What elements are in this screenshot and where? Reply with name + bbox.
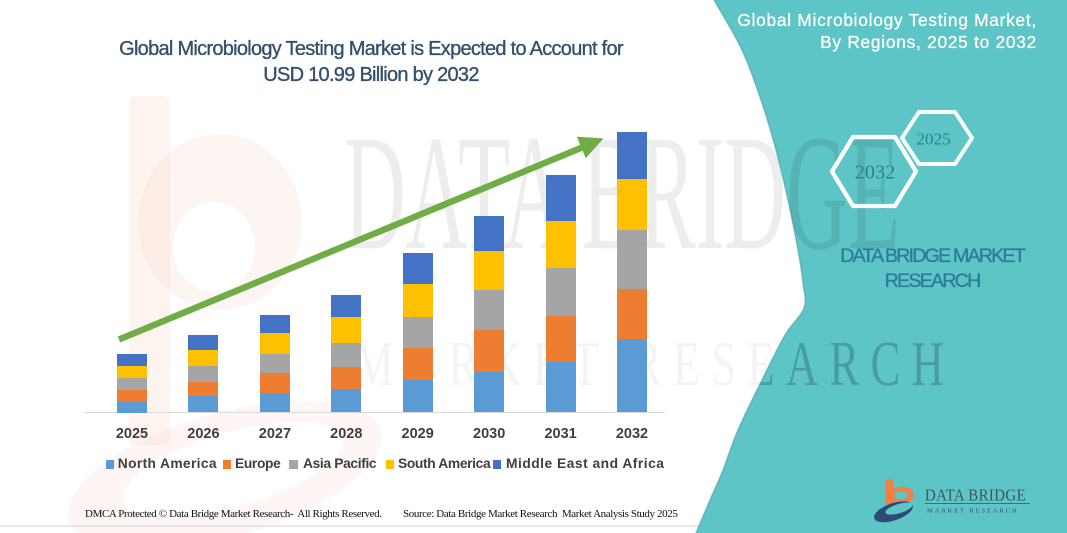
svg-text:DATA BRIDGE: DATA BRIDGE <box>925 486 1026 505</box>
svg-text:2025: 2025 <box>916 130 950 149</box>
svg-text:MARKET RESEARCH: MARKET RESEARCH <box>927 508 1019 515</box>
svg-text:2032: 2032 <box>855 162 895 184</box>
